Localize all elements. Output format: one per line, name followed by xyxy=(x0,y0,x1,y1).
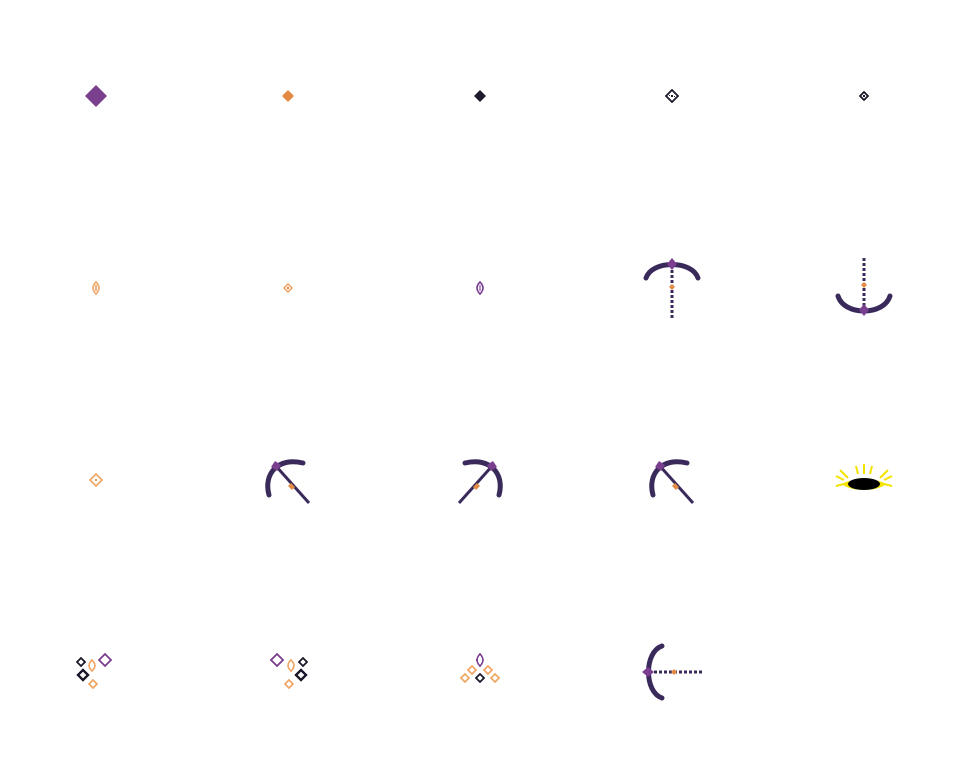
orange-diamond-tiny-icon xyxy=(282,282,294,294)
crossbow-down-icon xyxy=(835,258,893,316)
sprite-cell xyxy=(192,192,384,384)
pickaxe-left-icon xyxy=(265,459,311,505)
sprite-cell xyxy=(0,0,192,192)
sprite-cell xyxy=(768,0,960,192)
crossbow-left-icon xyxy=(642,643,702,701)
particle-cluster-right-icon xyxy=(269,652,309,690)
sprite-cell xyxy=(576,384,768,576)
sprite-cell xyxy=(384,0,576,192)
sprite-cell xyxy=(192,384,384,576)
crossbow-up-icon xyxy=(643,258,701,318)
checkered-diamond-tiny-icon xyxy=(858,90,870,102)
sprite-cell xyxy=(192,576,384,768)
checkered-diamond-small-icon xyxy=(664,88,680,104)
sprite-cell xyxy=(384,192,576,384)
sprite-cell xyxy=(192,0,384,192)
sprite-cell xyxy=(576,0,768,192)
sprite-cell xyxy=(0,384,192,576)
sprite-cell xyxy=(0,192,192,384)
sprite-cell xyxy=(576,576,768,768)
orange-seed-icon xyxy=(92,280,100,296)
sprite-cell xyxy=(768,192,960,384)
purple-seed-icon xyxy=(476,280,484,296)
glowing-black-hole-icon xyxy=(835,464,893,490)
orange-checkered-diamond-icon xyxy=(88,472,104,488)
sprite-cell xyxy=(576,192,768,384)
particle-cluster-left-icon xyxy=(75,652,113,690)
pickaxe-left-alt-icon xyxy=(649,459,695,505)
pickaxe-right-icon xyxy=(457,459,503,505)
sprite-cell xyxy=(0,576,192,768)
purple-diamond-large-icon xyxy=(85,85,107,107)
sprite-cell xyxy=(384,384,576,576)
sprite-cell xyxy=(384,576,576,768)
dark-diamond-small-icon xyxy=(474,90,486,102)
orange-diamond-small-icon xyxy=(282,90,294,102)
particle-cluster-triangle-icon xyxy=(459,652,501,684)
sprite-cell xyxy=(768,384,960,576)
